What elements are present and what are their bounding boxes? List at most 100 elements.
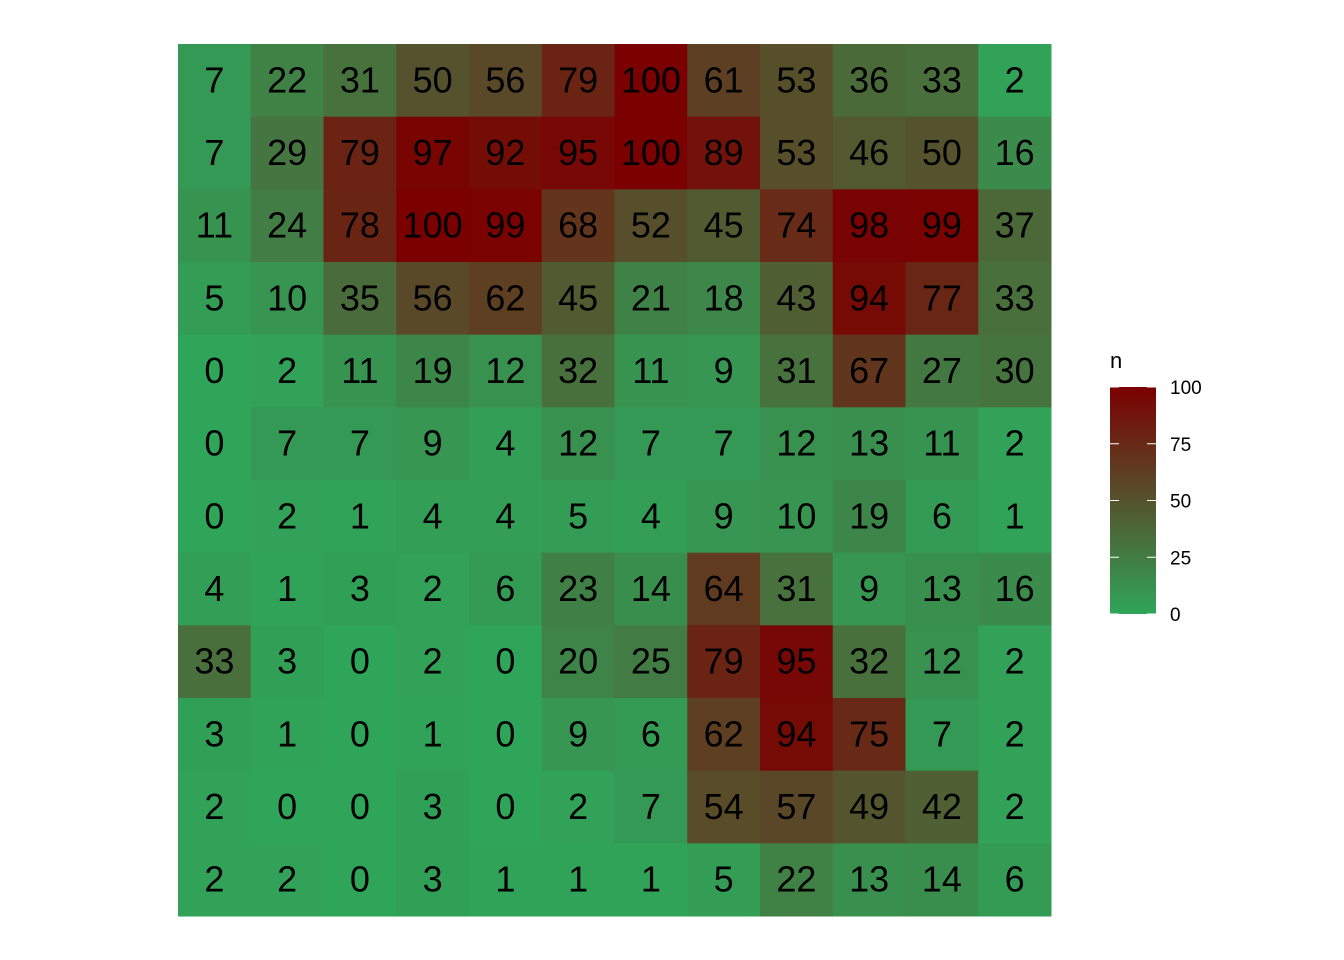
heatmap-cell	[323, 334, 397, 408]
heatmap-cell	[250, 116, 324, 190]
heatmap-cell	[250, 625, 324, 699]
heatmap-cell	[250, 44, 324, 118]
cell-value-label: 1	[641, 859, 661, 900]
cell-value-label: 0	[350, 859, 370, 900]
heatmap-cell	[250, 698, 324, 772]
heatmap-cell	[323, 189, 397, 263]
heatmap-cell	[760, 552, 834, 626]
cell-value-label: 94	[776, 713, 816, 754]
cell-value-label: 20	[558, 641, 598, 682]
cell-value-label: 43	[776, 277, 816, 318]
heatmap-cell	[469, 770, 543, 844]
cell-value-label: 89	[704, 132, 744, 173]
cell-value-label: 2	[277, 350, 297, 391]
heatmap-cell	[687, 843, 761, 917]
cell-value-label: 21	[631, 277, 671, 318]
heatmap-cell	[541, 552, 615, 626]
heatmap-cell	[178, 698, 252, 772]
heatmap-cell	[396, 407, 470, 481]
heatmap-cell	[905, 262, 979, 336]
heatmap-cell	[978, 334, 1052, 408]
heatmap-cell	[614, 698, 688, 772]
cell-value-label: 4	[204, 568, 224, 609]
heatmap-cell	[832, 407, 906, 481]
cell-value-label: 7	[204, 59, 224, 100]
cell-value-label: 23	[558, 568, 598, 609]
heatmap-cell	[614, 625, 688, 699]
cell-value-label: 7	[204, 132, 224, 173]
heatmap-cell	[760, 189, 834, 263]
heatmap-cell	[614, 334, 688, 408]
cell-value-label: 100	[621, 59, 681, 100]
heatmap-cell	[323, 116, 397, 190]
cell-value-label: 1	[1005, 495, 1025, 536]
cell-value-label: 52	[631, 205, 671, 246]
heatmap-cell	[396, 189, 470, 263]
cell-value-label: 12	[485, 350, 525, 391]
cell-value-label: 4	[495, 423, 515, 464]
heatmap-cell	[396, 770, 470, 844]
heatmap-cell	[469, 552, 543, 626]
heatmap-cell	[250, 262, 324, 336]
heatmap-cell	[614, 480, 688, 554]
cell-value-label: 27	[922, 350, 962, 391]
cell-value-label: 3	[423, 786, 443, 827]
heatmap-cell	[250, 552, 324, 626]
heatmap-cell	[832, 625, 906, 699]
legend-tick-label: 50	[1170, 492, 1191, 513]
cell-value-label: 9	[714, 350, 734, 391]
heatmap-cell	[687, 480, 761, 554]
heatmap-cell	[323, 625, 397, 699]
cell-value-label: 31	[340, 59, 380, 100]
heatmap-cell	[760, 262, 834, 336]
cell-value-label: 19	[413, 350, 453, 391]
heatmap-cell	[978, 698, 1052, 772]
cell-value-label: 16	[995, 568, 1035, 609]
heatmap-cell	[978, 843, 1052, 917]
heatmap-cell	[614, 116, 688, 190]
heatmap-cell	[832, 552, 906, 626]
cell-value-label: 53	[776, 132, 816, 173]
cell-value-label: 99	[922, 205, 962, 246]
cell-value-label: 11	[196, 205, 233, 246]
heatmap-cell	[614, 552, 688, 626]
cell-value-label: 30	[995, 350, 1035, 391]
cell-value-label: 78	[340, 205, 380, 246]
heatmap-cell	[250, 843, 324, 917]
heatmap-cell	[323, 44, 397, 118]
cell-value-label: 7	[714, 423, 734, 464]
cell-value-label: 100	[403, 205, 463, 246]
heatmap-cell	[178, 116, 252, 190]
heatmap-cell	[687, 552, 761, 626]
cell-value-label: 31	[776, 568, 816, 609]
cell-value-label: 3	[204, 713, 224, 754]
heatmap-cell	[687, 189, 761, 263]
cell-value-label: 22	[267, 59, 307, 100]
heatmap-cell	[905, 334, 979, 408]
legend-ticks: 0 25 50 75 100	[1110, 378, 1202, 626]
cell-value-label: 95	[558, 132, 598, 173]
heatmap-cell	[978, 552, 1052, 626]
heatmap-cell	[760, 625, 834, 699]
cell-value-label: 36	[849, 59, 889, 100]
cell-value-label: 3	[350, 568, 370, 609]
heatmap-cell	[905, 843, 979, 917]
cell-value-label: 7	[641, 786, 661, 827]
heatmap-cell	[541, 407, 615, 481]
heatmap-cell	[250, 189, 324, 263]
heatmap-cell	[323, 770, 397, 844]
heatmap-cell	[905, 552, 979, 626]
cell-value-label: 6	[495, 568, 515, 609]
cell-value-label: 64	[704, 568, 744, 609]
heatmap-cell	[687, 407, 761, 481]
heatmap-cell	[541, 189, 615, 263]
legend-tick-label: 75	[1170, 435, 1191, 456]
heatmap-cell	[469, 334, 543, 408]
cell-value-label: 29	[267, 132, 307, 173]
heatmap-cell	[614, 770, 688, 844]
heatmap-cell	[832, 698, 906, 772]
cell-value-label: 14	[631, 568, 671, 609]
heatmap-cell	[687, 625, 761, 699]
heatmap-cell	[469, 698, 543, 772]
